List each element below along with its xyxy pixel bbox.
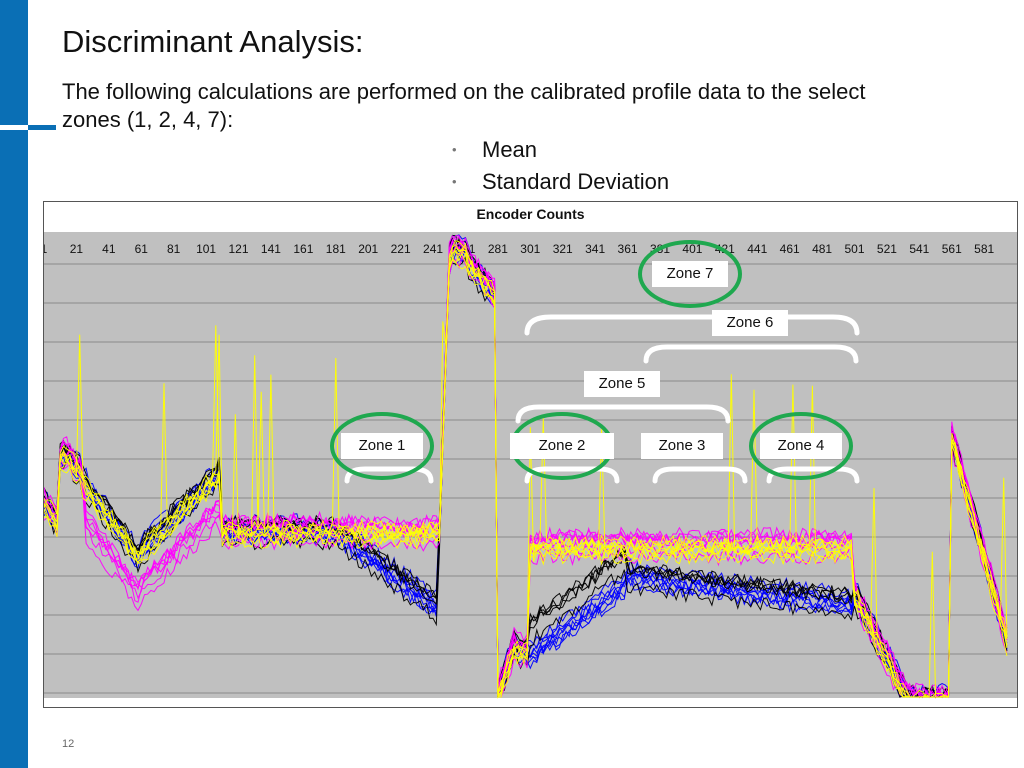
x-tick-label: 361 (618, 242, 638, 256)
zone-bracket (524, 466, 620, 484)
x-tick-label: 461 (780, 242, 800, 256)
x-tick-label: 281 (488, 242, 508, 256)
chart-title: Encoder Counts (476, 206, 585, 222)
zone-highlight-ellipse (749, 412, 853, 480)
x-tick-label: 161 (293, 242, 313, 256)
x-tick-label: 561 (942, 242, 962, 256)
bullet-item: • Mean (452, 134, 669, 166)
x-tick-label: 141 (261, 242, 281, 256)
zone-highlight-ellipse (330, 412, 434, 480)
x-tick-label: 521 (877, 242, 897, 256)
sidebar-accent-line (28, 125, 56, 130)
page-number: 12 (62, 738, 75, 750)
x-tick-label: 241 (423, 242, 443, 256)
bullet-list: • Mean • Standard Deviation (452, 134, 669, 198)
zone-bracket (766, 466, 860, 484)
bullet-item: • Standard Deviation (452, 166, 669, 198)
zone-bracket (515, 404, 731, 424)
x-tick-label: 341 (585, 242, 605, 256)
profile-series-line (44, 240, 1008, 698)
zone-bracket (344, 466, 434, 484)
profile-series-line (44, 234, 1008, 699)
x-tick-label: 501 (845, 242, 865, 256)
chart-frame: 1214161811011211411611812012212412612813… (43, 201, 1018, 708)
x-tick-label: 581 (974, 242, 994, 256)
zone-label: Zone 5 (584, 371, 660, 397)
x-tick-label: 21 (70, 242, 84, 256)
slide-subtitle: The following calculations are performed… (62, 79, 866, 132)
zone-bracket (643, 344, 859, 364)
profile-series-line (44, 254, 1008, 698)
zone-bracket (652, 466, 748, 484)
x-tick-label: 481 (812, 242, 832, 256)
zone-label: Zone 7 (652, 261, 728, 287)
profile-series-line (44, 247, 1008, 698)
bullet-text: Standard Deviation (482, 169, 670, 194)
x-tick-label: 221 (391, 242, 411, 256)
profile-series-line (44, 234, 1008, 698)
zone-label: Zone 2 (510, 433, 614, 459)
x-tick-label: 121 (229, 242, 249, 256)
zone-label: Zone 3 (641, 433, 723, 459)
x-tick-label: 301 (520, 242, 540, 256)
slide-title: Discriminant Analysis: (62, 24, 364, 59)
x-tick-label: 201 (358, 242, 378, 256)
bullet-text: Mean (482, 137, 538, 162)
zone-bracket (524, 314, 860, 336)
zone-highlight-ellipse (638, 240, 742, 308)
x-tick-label: 181 (326, 242, 346, 256)
x-tick-label: 321 (553, 242, 573, 256)
bullet-dot-icon: • (452, 174, 457, 189)
x-tick-label: 441 (747, 242, 767, 256)
bullet-dot-icon: • (452, 142, 457, 157)
profile-series-line (44, 246, 1008, 698)
x-tick-label: 61 (135, 242, 149, 256)
brand-sidebar (0, 0, 28, 768)
encoder-chart: 1214161811011211411611812012212412612813… (44, 232, 1017, 699)
x-tick-label: 81 (167, 242, 181, 256)
zone-label: Zone 1 (341, 433, 423, 459)
x-tick-label: 1 (44, 242, 48, 256)
x-tick-label: 41 (102, 242, 116, 256)
zone-label: Zone 4 (760, 433, 842, 459)
x-tick-label: 101 (196, 242, 216, 256)
zone-label: Zone 6 (712, 310, 788, 336)
x-tick-label: 541 (909, 242, 929, 256)
sidebar-notch (0, 125, 28, 130)
x-tick-label: 401 (682, 242, 702, 256)
